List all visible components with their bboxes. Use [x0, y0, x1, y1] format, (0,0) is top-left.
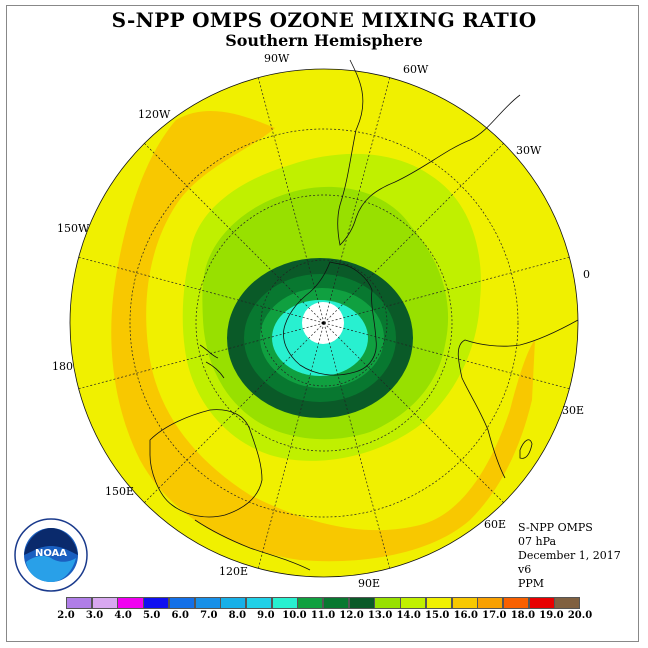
colorbar-swatch	[554, 597, 581, 609]
info-block: S-NPP OMPS 07 hPa December 1, 2017 v6 PP…	[518, 521, 621, 591]
lon-label-60e: 60E	[484, 518, 507, 531]
colorbar-tick-label: 18.0	[510, 610, 536, 621]
info-date: December 1, 2017	[518, 549, 621, 562]
south-pole-dot	[321, 321, 325, 325]
colorbar-swatch	[297, 597, 324, 609]
colorbar-swatch	[168, 597, 195, 609]
colorbar-tick-label: 19.0	[539, 610, 564, 621]
lat-circle-1	[260, 259, 388, 387]
colorbar-tick-label: 15.0	[425, 610, 450, 621]
colorbar-swatch	[477, 597, 504, 609]
colorbar-tick-label: 8.0	[228, 610, 247, 621]
colorbar-tick-label: 2.0	[57, 610, 75, 621]
coast-australia	[149, 409, 263, 518]
colorbar-swatch	[348, 597, 375, 609]
noaa-logo-text: NOAA	[35, 548, 67, 559]
info-units: PPM	[518, 577, 545, 590]
lon-label-30e: 30E	[562, 404, 585, 417]
colorbar-swatch	[220, 597, 247, 609]
colorbar-tick-label: 20.0	[567, 610, 593, 621]
lon-label-180: 180	[52, 360, 73, 373]
colorbar-tick-label: 17.0	[482, 610, 507, 621]
coastlines	[149, 59, 579, 571]
colorbar-swatch	[194, 597, 221, 609]
map-frame	[6, 5, 639, 642]
colorbar-swatch	[117, 597, 144, 609]
map-title: S-NPP OMPS OZONE MIXING RATIO	[111, 8, 537, 32]
coast-madagascar	[519, 439, 533, 459]
lon-label-60w: 60W	[403, 63, 429, 76]
colorbar-swatch	[528, 597, 555, 609]
colorbar-tick-label: 12.0	[339, 610, 364, 621]
colorbar-tick-label: 5.0	[142, 610, 161, 621]
colorbar-swatch	[425, 597, 452, 609]
colorbar-swatch	[451, 597, 478, 609]
colorbar-swatch	[323, 597, 350, 609]
info-version: v6	[518, 563, 532, 576]
coast-antarctica	[283, 261, 377, 376]
info-instrument: S-NPP OMPS	[518, 521, 593, 534]
lon-label-120w: 120W	[138, 108, 171, 121]
lon-label-150e: 150E	[105, 485, 135, 498]
lon-label-90e: 90E	[358, 577, 381, 590]
colorbar-tick-label: 13.0	[367, 610, 393, 621]
colorbar-swatch	[400, 597, 427, 609]
noaa-logo: NOAA	[14, 518, 88, 592]
map-boundary	[69, 68, 579, 578]
coast-south-america	[337, 59, 521, 246]
colorbar-tick-label: 6.0	[171, 610, 189, 621]
colorbar-tick-label: 16.0	[453, 610, 478, 621]
colorbar-swatch	[271, 597, 298, 609]
colorbar-swatch	[502, 597, 530, 609]
colorbar-swatch	[91, 597, 118, 609]
colorbar-tick-label: 14.0	[396, 610, 421, 621]
info-level: 07 hPa	[518, 535, 557, 548]
lon-label-120e: 120E	[219, 565, 249, 578]
colorbar-swatch	[143, 597, 170, 609]
colorbar-swatch	[245, 597, 273, 609]
colorbar-tick-label: 11.0	[310, 610, 336, 621]
colorbar-tick-label: 10.0	[282, 610, 307, 621]
colorbar-swatch	[66, 597, 93, 609]
lon-label-150w: 150W	[57, 222, 90, 235]
coast-africa	[457, 319, 579, 479]
coast-southeast-asia	[194, 519, 311, 571]
lon-label-30w: 30W	[516, 144, 542, 157]
colorbar-tick-label: 4.0	[114, 610, 132, 621]
map-subtitle: Southern Hemisphere	[225, 31, 423, 50]
colorbar-tick-label: 9.0	[257, 610, 275, 621]
lat-circle-2	[195, 194, 453, 452]
lon-label-90w: 90W	[264, 52, 290, 65]
colorbar-swatch	[374, 597, 401, 609]
colorbar-tick-label: 3.0	[85, 610, 104, 621]
coast-new-zealand	[199, 344, 225, 379]
colorbar-tick-label: 7.0	[200, 610, 218, 621]
lon-label-0: 0	[583, 268, 590, 281]
region-16-17-band	[111, 110, 535, 562]
lat-circle-3	[129, 128, 519, 518]
